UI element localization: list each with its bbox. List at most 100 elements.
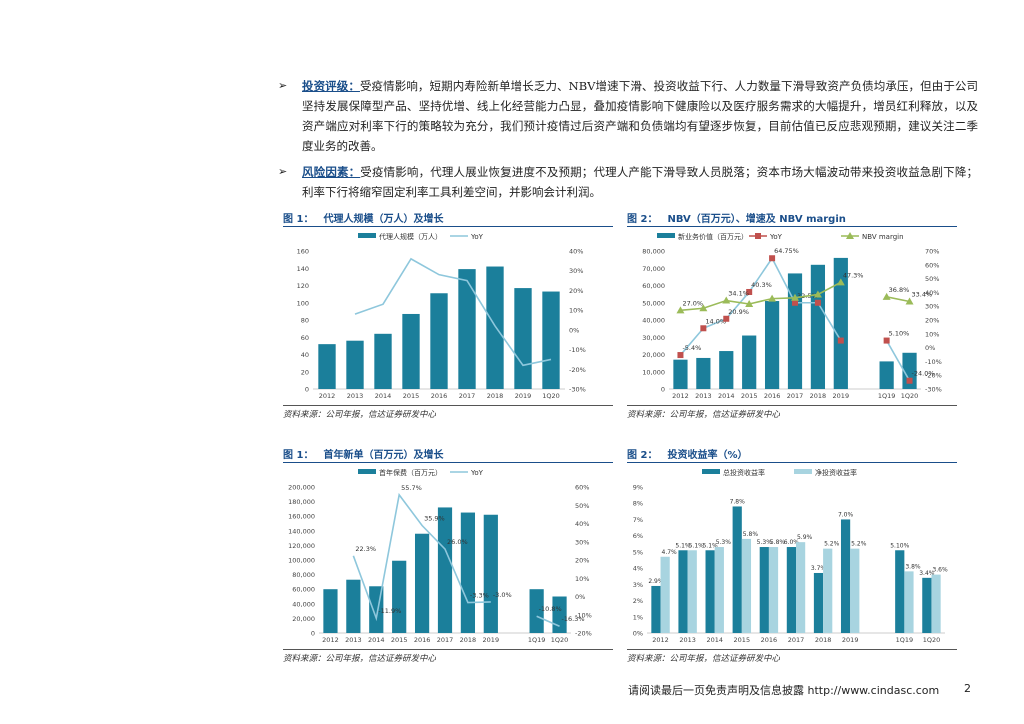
y2-tick-label: -20% (575, 630, 592, 638)
y2-tick-label: 30% (575, 538, 589, 546)
x-tick-label: 2014 (375, 392, 392, 400)
data-label: 5.10% (889, 330, 910, 338)
chart-invest: 总投资收益率 净投资收益率 9% 8% 7% 6% 5% 4% 3% 2% 1% 0% 2012 2013… (633, 468, 948, 644)
y-tick-label: 140 (297, 265, 309, 273)
series-line (885, 340, 911, 382)
bar-total (678, 550, 688, 633)
bar-net (714, 547, 724, 633)
bar-total (840, 519, 851, 633)
bar-total (705, 550, 715, 633)
data-label: 7.0% (838, 511, 854, 518)
figure-source: 资料来源：公司年报，信达证券研发中心 (283, 405, 613, 420)
y-tick-label: 60 (301, 334, 309, 342)
y-tick-label: 80 (301, 317, 309, 325)
legend-swatch (702, 469, 720, 474)
bullet-keyword: 投资评级： (302, 79, 360, 93)
y-tick-label: 80,000 (292, 571, 315, 579)
y-tick-label: 7% (633, 516, 643, 524)
bar (323, 589, 338, 633)
bar-net (660, 556, 670, 633)
data-label: 40.3% (751, 281, 772, 289)
point-yoy (769, 255, 776, 262)
y2-tick-label: 0% (569, 326, 579, 334)
point-yoy (837, 337, 844, 344)
y-tick-label: 160,000 (288, 513, 315, 521)
x-tick-label: 2018 (460, 636, 477, 644)
data-label: 34.1% (728, 290, 749, 298)
bullet-text: 受疫情影响，代理人展业恢复进度不及预期；代理人产能下滑导致人员脱落；资本市场大幅… (302, 165, 979, 199)
y-tick-label: 2% (633, 597, 643, 605)
x-tick-label: 1Q20 (542, 392, 560, 400)
x-tick-label: 2013 (347, 392, 364, 400)
x-tick-label: 2018 (810, 392, 827, 400)
legend-swatch (358, 469, 376, 474)
y-tick-label: 180,000 (288, 498, 315, 506)
y2-tick-label: -30% (569, 386, 586, 394)
bar-net (823, 548, 833, 633)
data-label: 47.3% (843, 271, 864, 279)
y-tick-label: 70,000 (642, 265, 665, 273)
data-label: -10.8% (539, 605, 562, 613)
point-margin (768, 294, 777, 302)
bar (430, 293, 448, 389)
bar (318, 344, 336, 389)
figure-source: 资料来源：公司年报，信达证券研发中心 (283, 649, 613, 664)
point-yoy (906, 377, 913, 384)
data-label: 35.9% (424, 515, 445, 523)
bar (529, 589, 544, 633)
bar (719, 351, 734, 389)
y-tick-label: 40,000 (292, 600, 315, 608)
legend-label: YoY (470, 469, 484, 477)
data-label: 22.3% (355, 545, 376, 553)
y2-tick-label: 50% (575, 502, 589, 510)
x-tick-label: 2016 (761, 636, 778, 644)
bar (833, 257, 848, 389)
y-tick-label: 5% (633, 548, 643, 556)
y2-tick-label: 0% (925, 344, 935, 352)
x-tick-label: 2013 (345, 636, 362, 644)
y2-tick-label: -20% (569, 366, 586, 374)
bar-net (741, 538, 752, 633)
bar (787, 273, 803, 389)
y2-tick-label: 30% (925, 303, 939, 311)
y2-tick-label: -10% (569, 346, 586, 354)
point-margin (745, 299, 754, 307)
bar (392, 560, 407, 633)
data-label: 5.9% (797, 534, 813, 541)
x-tick-label: 2014 (706, 636, 723, 644)
point-margin (836, 278, 845, 286)
x-tick-label: 2013 (679, 636, 696, 644)
bar (542, 291, 560, 389)
point-margin (905, 297, 914, 305)
data-label: 3.6% (932, 567, 948, 574)
footer-disclaimer: 请阅读最后一页免责声明及信息披露 http://www.cindasc.com (628, 684, 940, 697)
chart-newbiz: 首年保费（百万元） YoY 200,000 180,000 160,000 140,000… (288, 468, 592, 644)
bullet-rating: ➢ 投资评级：受疫情影响，短期内寿险新单增长乏力、NBV增速下滑、投资收益下行、… (278, 76, 978, 156)
bullet-keyword: 风险因素： (302, 165, 361, 179)
y-tick-label: 40 (301, 351, 309, 359)
bar-net (850, 548, 860, 633)
bar (514, 288, 532, 389)
bar (346, 579, 361, 633)
y-tick-label: 6% (633, 532, 643, 540)
bar (458, 269, 476, 389)
point-margin (699, 304, 708, 312)
legend-label: YoY (769, 233, 783, 241)
y2-tick-label: 60% (925, 261, 939, 269)
x-tick-label: 2018 (815, 636, 832, 644)
bar-total (786, 547, 796, 633)
bullet-arrow-icon: ➢ (278, 79, 288, 92)
point-margin (791, 293, 799, 301)
x-tick-label: 2019 (842, 636, 859, 644)
data-label: 6.0% (784, 539, 800, 546)
bar (742, 335, 757, 389)
y-tick-label: 140,000 (288, 527, 315, 535)
y2-tick-label: -10% (575, 611, 592, 619)
point-margin (676, 306, 685, 314)
data-label: -16.3% (562, 615, 585, 623)
y2-tick-label: 40% (569, 248, 583, 256)
bar-total (732, 506, 742, 633)
y-tick-label: 60,000 (642, 282, 665, 290)
x-tick-label: 2015 (391, 636, 408, 644)
y-tick-label: 120 (297, 282, 309, 290)
